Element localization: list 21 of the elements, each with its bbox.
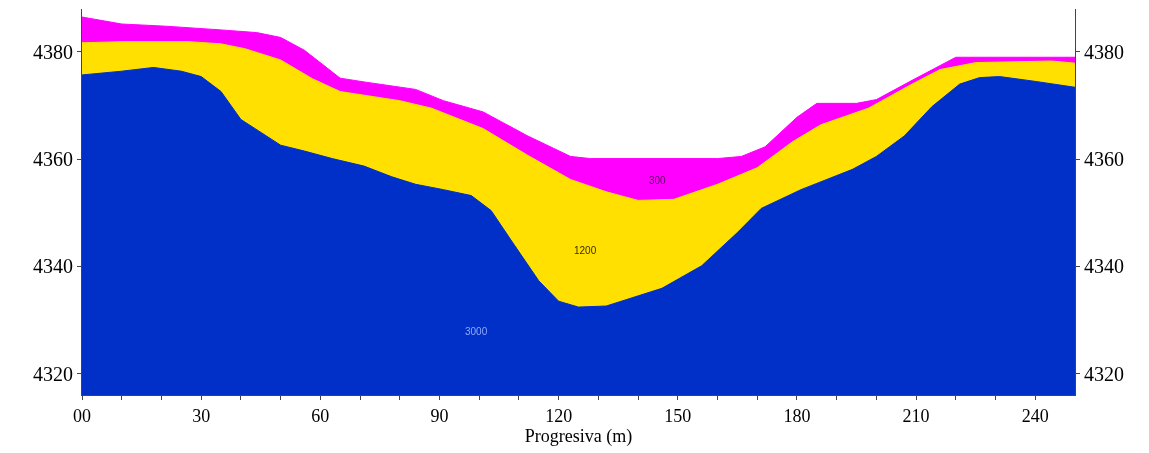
y2-tick-label: 4380 bbox=[1084, 40, 1124, 63]
annotation: 1200 bbox=[574, 245, 597, 256]
x-tick-label: 120 bbox=[545, 405, 573, 426]
x-tick-label: 210 bbox=[902, 405, 930, 426]
x-tick-label: 90 bbox=[430, 405, 449, 426]
y-tick-label: 4360 bbox=[33, 148, 73, 171]
annotation: 300 bbox=[649, 175, 667, 186]
x-tick-label: 30 bbox=[192, 405, 211, 426]
x-axis-title: Progresiva (m) bbox=[524, 425, 633, 447]
y2-tick-label: 4320 bbox=[1084, 362, 1124, 385]
y-tick-label: 4380 bbox=[33, 40, 73, 63]
y2-tick-label: 4360 bbox=[1084, 148, 1124, 171]
y-tick-label: 4320 bbox=[33, 362, 73, 385]
x-tick-label: 180 bbox=[783, 405, 811, 426]
annotation: 3000 bbox=[465, 326, 488, 337]
y-tick-label: 4340 bbox=[33, 255, 73, 278]
y2-tick-label: 4340 bbox=[1084, 255, 1124, 278]
x-tick-label: 240 bbox=[1021, 405, 1049, 426]
x-tick-label: 150 bbox=[664, 405, 692, 426]
x-tick-label: 60 bbox=[311, 405, 330, 426]
x-tick-label: 00 bbox=[73, 405, 91, 426]
